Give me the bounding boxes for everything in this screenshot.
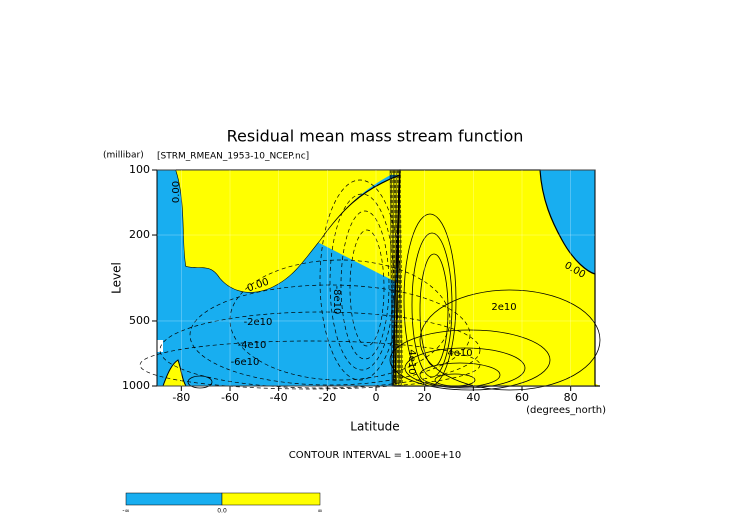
y-axis-label: Level (110, 262, 124, 294)
contour-line (419, 362, 501, 388)
x-tick-label: -20 (318, 391, 336, 404)
contour-line (399, 169, 402, 387)
x-tick-label: 80 (564, 391, 578, 404)
contour-line (391, 169, 394, 387)
contour-line (400, 169, 403, 387)
contour-label: 4e10 (406, 349, 417, 374)
contour-line (187, 375, 213, 389)
contour-line (396, 169, 400, 387)
contour-line (159, 311, 481, 389)
y-tick-label: 1000 (122, 379, 150, 392)
contour-label: -4e10 (238, 340, 267, 351)
contour-line (390, 169, 394, 387)
contour-label: 0.00 (171, 181, 182, 203)
contour-line (392, 169, 395, 387)
contour-line (395, 169, 398, 387)
chart-title: Residual mean mass stream function (227, 127, 524, 146)
contour-line (139, 340, 481, 390)
colorbar-label: ∞ (318, 508, 323, 515)
y-units: (millibar) (103, 151, 144, 161)
contour-line (394, 169, 398, 387)
contour-line (392, 169, 396, 387)
x-units: (degrees_north) (526, 405, 606, 416)
contour-line (229, 259, 451, 381)
contour-label: 2e10 (491, 302, 516, 313)
contour-line (411, 232, 453, 378)
y-tick-label: 500 (129, 314, 150, 327)
contour-line (398, 169, 402, 387)
subtitle: [STRM_RMEAN_1953-10_NCEP.nc] (157, 152, 309, 162)
positive-region (394, 169, 596, 387)
contour-line (189, 284, 471, 386)
positive-region (162, 359, 187, 387)
contour-line (389, 329, 551, 391)
footer: CONTOUR INTERVAL = 1.000E+10 (289, 450, 461, 461)
x-tick-label: 40 (466, 391, 480, 404)
colorbar-label: -∞ (122, 508, 129, 515)
x-tick-label: -60 (221, 391, 239, 404)
x-tick-label: 20 (418, 391, 432, 404)
x-tick-label: -40 (270, 391, 288, 404)
x-axis-label: Latitude (350, 420, 399, 434)
colorbar-swatch (125, 492, 223, 506)
contour-label: -2e10 (244, 317, 273, 328)
x-tick-label: 0 (373, 391, 380, 404)
contour-line (396, 169, 399, 387)
contour-line (397, 169, 401, 387)
contour-line (419, 289, 601, 391)
contour-label: -8e10 (331, 286, 342, 315)
y-tick-label: 100 (129, 163, 150, 176)
gap (157, 340, 163, 352)
contour-line (389, 169, 393, 387)
colorbar-swatch (221, 492, 321, 506)
colorbar-label: 0.0 (217, 508, 227, 515)
y-tick-label: 200 (129, 228, 150, 241)
x-tick-label: 60 (515, 391, 529, 404)
x-tick-label: -80 (172, 391, 190, 404)
contour-line (404, 347, 526, 389)
positive-region (176, 170, 400, 293)
contour-label: 4e10 (447, 348, 472, 359)
contour-line (349, 229, 385, 347)
contour-label: -6e10 (231, 357, 260, 368)
contour-line (393, 169, 397, 387)
